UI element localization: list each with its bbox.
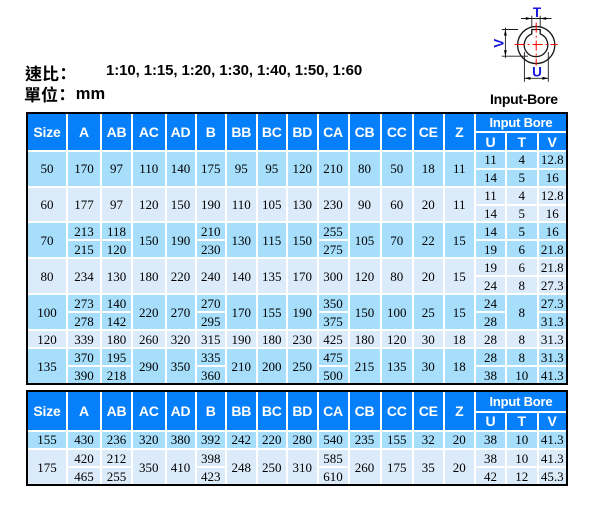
svg-text:U: U: [532, 64, 542, 79]
svg-text:V: V: [491, 39, 506, 48]
svg-text:T: T: [533, 5, 542, 20]
